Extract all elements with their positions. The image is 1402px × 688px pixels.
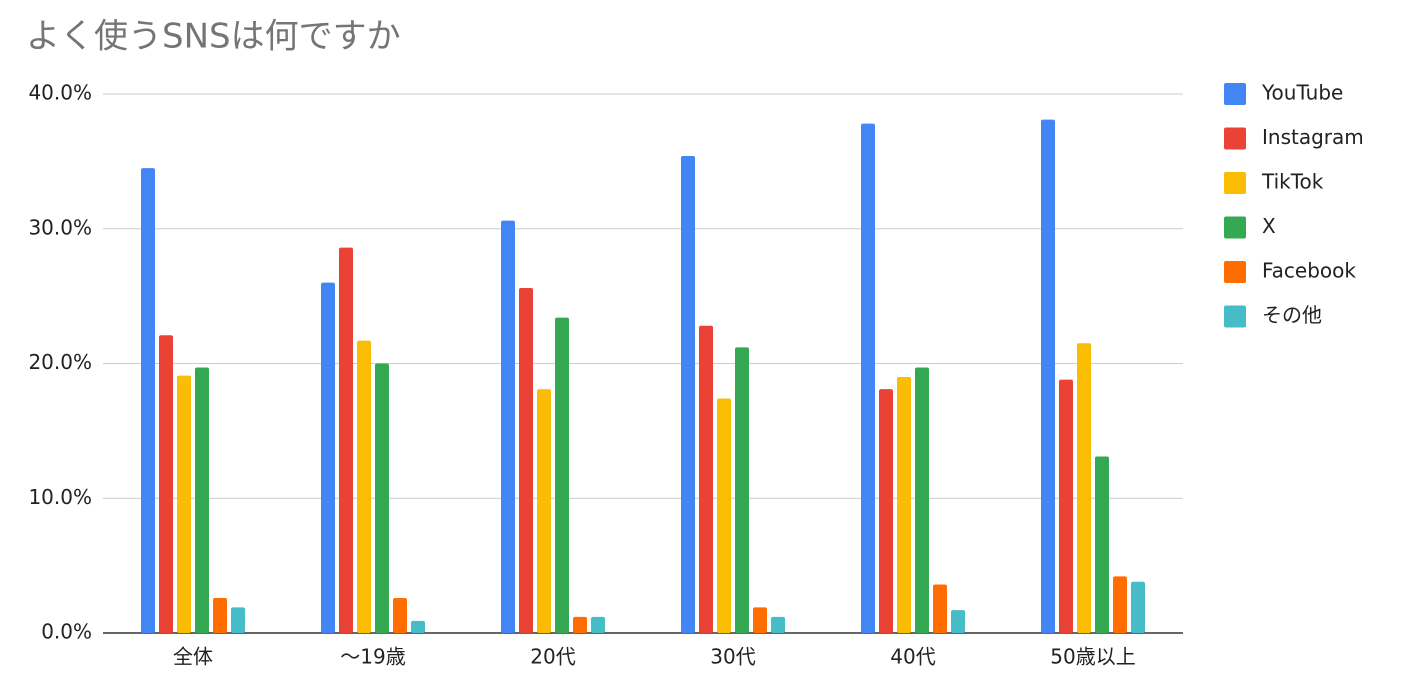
legend-label: X <box>1262 214 1276 238</box>
x-tick-label: 全体 <box>173 645 213 669</box>
legend-swatch <box>1224 172 1246 194</box>
bar <box>1077 343 1091 633</box>
bar <box>573 616 587 633</box>
x-tick-label: 50歳以上 <box>1050 645 1135 669</box>
bar <box>1041 119 1055 634</box>
x-tick-label: 40代 <box>890 645 935 669</box>
bar <box>159 335 173 633</box>
legend-swatch <box>1224 261 1246 283</box>
y-tick-label: 30.0% <box>28 215 92 239</box>
bar <box>753 607 767 633</box>
legend-label: Instagram <box>1262 125 1364 149</box>
bar <box>879 389 893 633</box>
x-tick-label: 20代 <box>530 645 575 669</box>
legend-label: YouTube <box>1261 81 1343 105</box>
legend-swatch <box>1224 127 1246 150</box>
legend-label: Facebook <box>1262 259 1356 283</box>
x-tick-label: 〜19歳 <box>340 645 405 669</box>
y-tick-label: 40.0% <box>28 81 92 105</box>
y-tick-label: 0.0% <box>41 620 92 644</box>
legend-swatch <box>1224 305 1246 328</box>
bar <box>555 317 569 633</box>
bar <box>1095 456 1109 633</box>
bar <box>375 363 389 633</box>
legend-swatch <box>1224 216 1246 239</box>
bar <box>681 155 695 634</box>
legend-swatch <box>1224 83 1246 105</box>
chart-title: よく使うSNSは何ですか <box>26 17 401 57</box>
bar <box>537 389 551 633</box>
bar <box>195 367 209 633</box>
bar <box>1131 581 1145 633</box>
bar <box>321 282 335 633</box>
legend-label: TikTok <box>1261 170 1324 194</box>
bar <box>1059 379 1073 633</box>
legend-label: その他 <box>1262 303 1322 327</box>
bar <box>519 288 533 633</box>
bar <box>411 620 425 633</box>
bar <box>915 367 929 633</box>
bar <box>933 584 947 633</box>
bar <box>357 340 371 633</box>
y-tick-label: 20.0% <box>28 350 92 374</box>
bar <box>1113 576 1127 633</box>
bar <box>735 347 749 633</box>
bar <box>339 247 353 634</box>
bar <box>699 325 713 633</box>
bar <box>231 607 245 633</box>
bar <box>951 610 965 633</box>
bar <box>897 376 911 633</box>
bar <box>771 616 785 633</box>
x-tick-label: 30代 <box>710 645 755 669</box>
bar <box>861 123 875 634</box>
bar <box>717 398 731 633</box>
bar <box>393 597 407 633</box>
bar <box>177 375 191 633</box>
y-tick-label: 10.0% <box>28 485 92 509</box>
bar <box>141 168 155 634</box>
bar <box>591 616 605 633</box>
bar <box>213 597 227 633</box>
bar <box>501 220 515 634</box>
